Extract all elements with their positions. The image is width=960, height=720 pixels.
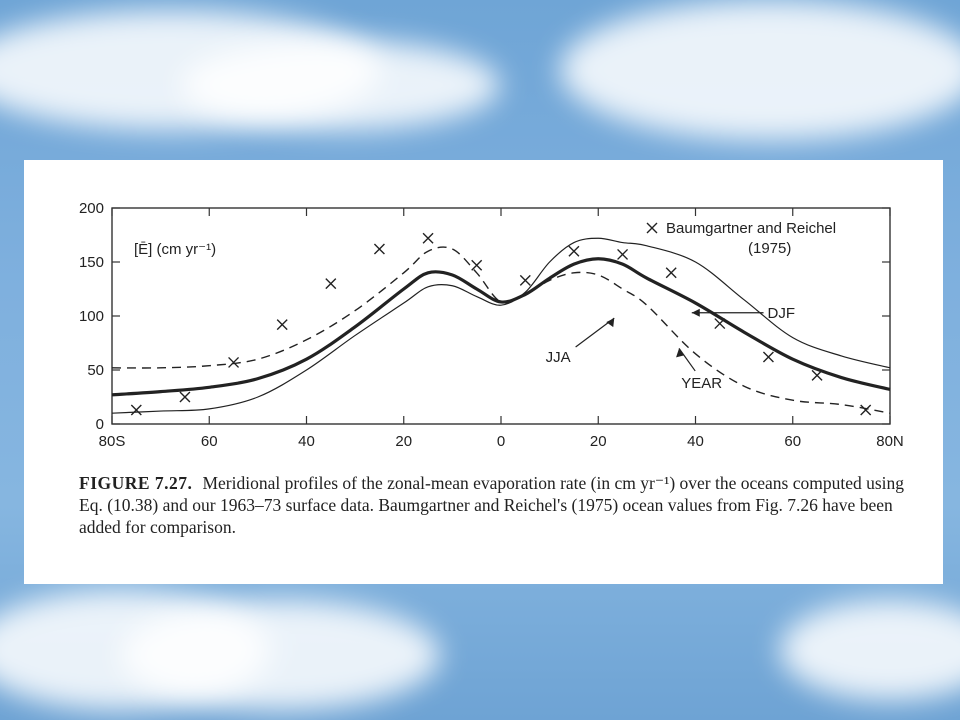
caption-text: Meridional profiles of the zonal-mean ev… (79, 473, 905, 537)
y-tick-label: 100 (79, 308, 104, 325)
legend-text-line1: Baumgartner and Reichel (666, 220, 836, 237)
data-point-marker (714, 318, 726, 330)
series-line-djf (111, 237, 891, 414)
y-tick-label: 150 (79, 254, 104, 271)
x-tick-label: 40 (298, 433, 315, 450)
chart-markers (130, 232, 872, 416)
series-line-year (111, 257, 891, 397)
x-tick-label: 20 (395, 433, 412, 450)
chart-series (111, 237, 891, 414)
data-point-marker (665, 267, 677, 279)
chart-annotations: Baumgartner and Reichel (1975) DJF JJA YEAR (546, 220, 836, 392)
figure-slide: 0 50 100 150 200 80S 60 40 20 0 20 40 60 80N [Ē] (cm y… (24, 160, 943, 584)
series-line-jja (111, 246, 891, 414)
data-point-marker (325, 278, 337, 290)
x-tick-label: 60 (784, 433, 801, 450)
data-point-marker (373, 243, 385, 255)
data-point-marker (568, 245, 580, 257)
x-tick-label: 60 (201, 433, 218, 450)
legend-text-line2: (1975) (748, 240, 791, 257)
figure-caption: FIGURE 7.27. Meridional profiles of the z… (79, 472, 929, 538)
data-point-marker (130, 404, 142, 416)
data-point-marker (860, 404, 872, 416)
data-point-marker (179, 391, 191, 403)
x-tick-label: 80N (876, 433, 904, 450)
x-tick-label: 20 (590, 433, 607, 450)
x-tick-label: 0 (497, 433, 505, 450)
annotation-djf: DJF (768, 305, 796, 322)
y-tick-label: 50 (87, 362, 104, 379)
annotation-year-arrowhead (676, 348, 685, 358)
annotation-djf-arrowhead (691, 308, 700, 317)
annotation-jja: JJA (546, 349, 571, 366)
annotation-year: YEAR (681, 375, 722, 392)
x-tick-label: 40 (687, 433, 704, 450)
y-tick-label: 200 (79, 200, 104, 217)
data-point-marker (519, 274, 531, 286)
data-point-marker (422, 232, 434, 244)
data-point-marker (811, 369, 823, 381)
annotation-jja-arrowhead (606, 318, 615, 328)
data-point-marker (762, 351, 774, 363)
y-tick-label: 0 (96, 416, 104, 433)
figure-number: FIGURE 7.27. (79, 473, 193, 493)
data-point-marker (228, 356, 240, 368)
y-axis-label: [Ē] (cm yr⁻¹) (134, 241, 216, 258)
data-point-marker (617, 248, 629, 260)
annotation-year-arrow (678, 348, 696, 372)
x-tick-label: 80S (99, 433, 126, 450)
data-point-marker (276, 319, 288, 331)
legend-marker (646, 222, 658, 234)
data-point-marker (471, 259, 483, 271)
